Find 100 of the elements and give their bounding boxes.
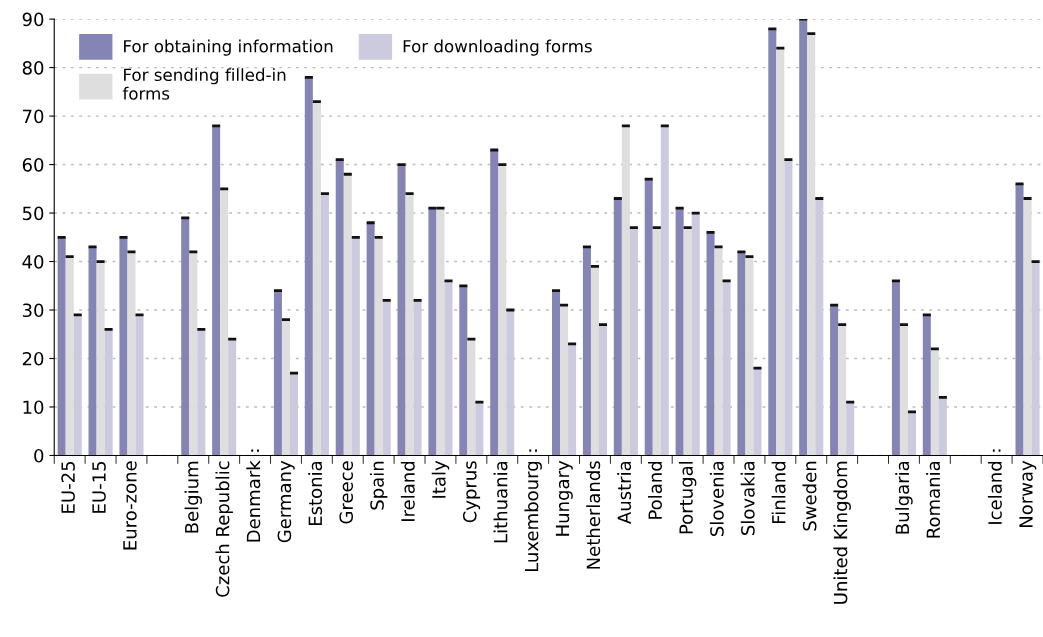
legend-label: For obtaining information xyxy=(124,39,333,56)
x-tick-label: Greece xyxy=(339,461,354,524)
bar xyxy=(737,251,746,456)
y-tick-label: 20 xyxy=(22,351,44,366)
x-tick-label: Ireland xyxy=(400,461,415,521)
bar xyxy=(289,373,299,456)
legend-label: For downloading forms xyxy=(403,39,592,56)
legend-label: For sending filled-in forms xyxy=(122,68,286,100)
x-tick-label: Germany xyxy=(277,460,295,543)
bar xyxy=(459,285,468,456)
bar xyxy=(683,227,692,456)
x-tick-label: Slovakia xyxy=(740,461,755,535)
bar xyxy=(405,193,414,456)
bar xyxy=(475,402,484,456)
bar xyxy=(444,280,453,456)
x-tick-label: Sweden xyxy=(802,461,817,531)
bar xyxy=(65,256,74,456)
bar xyxy=(104,329,113,456)
x-tick-label: Portugal xyxy=(678,462,697,534)
bar xyxy=(922,314,931,456)
x-tick-label: United Kingdom xyxy=(833,461,851,604)
bar xyxy=(930,348,939,456)
bar xyxy=(228,339,237,456)
bar xyxy=(212,125,221,456)
bar xyxy=(722,280,731,456)
x-tick-label: Italy xyxy=(431,460,450,498)
y-tick-label: 50 xyxy=(22,206,44,221)
bar xyxy=(320,193,329,456)
x-tick-label: Belgium xyxy=(184,461,203,533)
bar xyxy=(938,397,947,456)
bar xyxy=(891,280,900,456)
bar xyxy=(281,319,290,456)
y-tick-label: 40 xyxy=(22,254,44,269)
bar xyxy=(675,208,684,456)
x-tick-label: Estonia xyxy=(308,461,323,526)
x-tick-label: EU-15 xyxy=(92,461,106,513)
bar xyxy=(644,179,653,456)
bar xyxy=(304,77,313,456)
y-tick-label: 70 xyxy=(23,109,44,124)
x-tick-label: Luxembourg xyxy=(524,461,542,572)
bar xyxy=(598,324,608,456)
bar xyxy=(784,159,793,456)
y-tick-label: 80 xyxy=(22,61,44,75)
bar xyxy=(498,164,507,456)
bar xyxy=(413,300,422,456)
bar xyxy=(335,159,344,456)
bar xyxy=(613,198,622,456)
bar xyxy=(273,290,282,456)
bar xyxy=(590,266,599,456)
bar xyxy=(582,246,591,456)
bar xyxy=(714,246,723,456)
bar xyxy=(768,28,777,456)
bar xyxy=(397,164,406,456)
bar xyxy=(366,222,375,456)
bar xyxy=(691,213,700,456)
bar xyxy=(467,339,476,456)
x-tick-label: Slovenia xyxy=(709,461,724,536)
x-tick-label: Czech Republic xyxy=(215,461,233,597)
bar xyxy=(621,125,630,456)
bar xyxy=(552,290,561,456)
annotation: .. xyxy=(992,449,1001,452)
y-tick-label: 90 xyxy=(22,12,44,27)
annotation: .. xyxy=(251,449,259,452)
bar xyxy=(181,217,190,456)
bar xyxy=(652,227,661,456)
bar xyxy=(815,198,824,456)
y-tick-label: 60 xyxy=(22,158,44,172)
bar xyxy=(1023,198,1032,456)
x-tick-label: Lithuania xyxy=(493,461,508,543)
annotation: .. xyxy=(529,449,537,452)
bar xyxy=(189,251,198,456)
x-tick-label: Romania xyxy=(926,461,941,538)
x-tick-label: EU-25 xyxy=(61,461,75,513)
bar xyxy=(428,208,437,456)
bar xyxy=(776,48,785,456)
bar xyxy=(374,237,383,456)
x-tick-label: Spain xyxy=(369,461,388,510)
bar xyxy=(135,314,144,456)
bar xyxy=(197,329,206,456)
x-tick-label: Norway xyxy=(1019,460,1037,528)
bar xyxy=(73,314,82,456)
bar xyxy=(907,411,917,456)
bar xyxy=(127,251,136,456)
bar xyxy=(745,256,754,456)
bar xyxy=(568,343,577,456)
x-tick-label: Bulgaria xyxy=(895,461,913,534)
bar xyxy=(830,305,839,456)
bar xyxy=(838,324,847,456)
x-tick-label: Poland xyxy=(648,461,662,519)
x-tick-label: Hungary xyxy=(555,460,573,536)
bar xyxy=(1015,183,1024,456)
bar xyxy=(88,246,97,456)
x-tick-label: Denmark xyxy=(246,460,261,542)
x-tick-label: Iceland xyxy=(987,461,1002,524)
x-tick-label: Cyprus xyxy=(462,461,481,523)
y-tick-label: 0 xyxy=(34,448,44,463)
bar xyxy=(220,188,229,456)
y-tick-label: 10 xyxy=(23,400,44,415)
bar xyxy=(119,237,128,456)
x-tick-label: Finland xyxy=(771,461,786,524)
